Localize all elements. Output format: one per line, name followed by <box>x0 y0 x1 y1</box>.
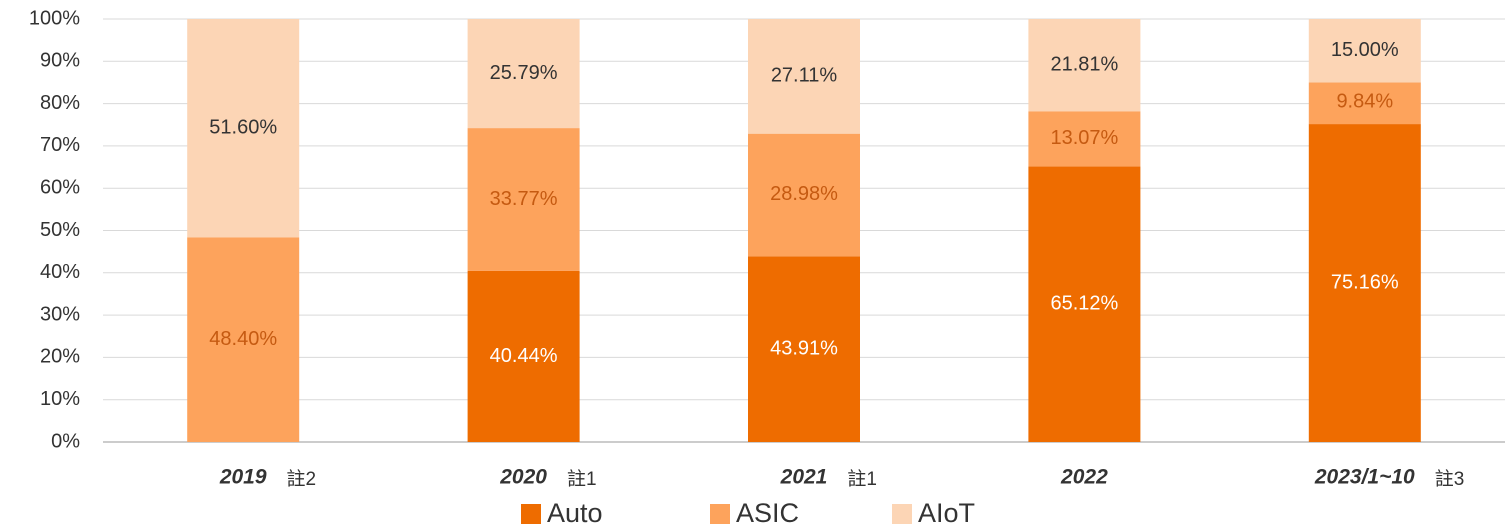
annotation: 註1 <box>567 468 597 490</box>
y-tick-label: 90% <box>40 50 80 72</box>
data-label: 28.98% <box>770 183 838 205</box>
data-label: 43.91% <box>770 337 838 359</box>
data-label: 13.07% <box>1050 127 1118 149</box>
bar-segment <box>1308 124 1421 443</box>
legend-label: AIoT <box>918 498 975 528</box>
bar-segment <box>467 128 580 271</box>
legend-swatch <box>521 504 541 524</box>
x-tick-label: 2019 <box>219 466 267 489</box>
x-tick-label: 2020 <box>499 466 547 489</box>
annotation: 註3 <box>1435 468 1465 490</box>
bar-segment <box>748 19 860 134</box>
y-tick-label: 100% <box>29 7 80 29</box>
bar-segment <box>1308 19 1421 83</box>
bar-segment <box>1028 19 1141 112</box>
bar-segment <box>748 256 860 442</box>
y-tick-label: 60% <box>40 176 80 198</box>
y-tick-label: 40% <box>40 261 80 283</box>
bar-segment <box>1308 82 1421 125</box>
legend-swatch <box>892 504 912 524</box>
y-tick-label: 30% <box>40 303 80 325</box>
annotation: 註1 <box>847 468 877 490</box>
data-label: 40.44% <box>490 345 558 367</box>
data-label: 25.79% <box>490 62 558 84</box>
data-label: 51.60% <box>209 116 277 138</box>
x-tick-label: 2023/1~10 <box>1314 466 1415 489</box>
data-label: 65.12% <box>1050 293 1118 315</box>
annotation: 註2 <box>287 468 317 490</box>
data-label: 15.00% <box>1331 39 1399 61</box>
bar-segment <box>748 133 860 257</box>
bar-segment <box>187 19 300 238</box>
bar-segment <box>467 270 580 442</box>
y-tick-label: 50% <box>40 219 80 241</box>
data-label: 33.77% <box>490 188 558 210</box>
y-tick-label: 70% <box>40 134 80 156</box>
bar-segment <box>1028 111 1141 167</box>
data-label: 21.81% <box>1050 53 1118 75</box>
y-tick-label: 20% <box>40 346 80 368</box>
y-tick-label: 0% <box>51 430 80 452</box>
data-label: 9.84% <box>1336 90 1393 112</box>
x-tick-label: 2021 <box>780 466 828 489</box>
data-label: 75.16% <box>1331 271 1399 293</box>
x-tick-label: 2022 <box>1060 466 1108 489</box>
bar-segment <box>467 19 580 129</box>
data-label: 48.40% <box>209 328 277 350</box>
legend-swatch <box>710 504 730 524</box>
bar-segment <box>187 237 300 442</box>
y-tick-label: 80% <box>40 92 80 114</box>
legend-label: ASIC <box>736 498 799 528</box>
y-tick-label: 10% <box>40 388 80 410</box>
data-label: 27.11% <box>771 65 838 87</box>
legend-label: Auto <box>547 498 603 528</box>
bar-segment <box>1028 166 1141 442</box>
